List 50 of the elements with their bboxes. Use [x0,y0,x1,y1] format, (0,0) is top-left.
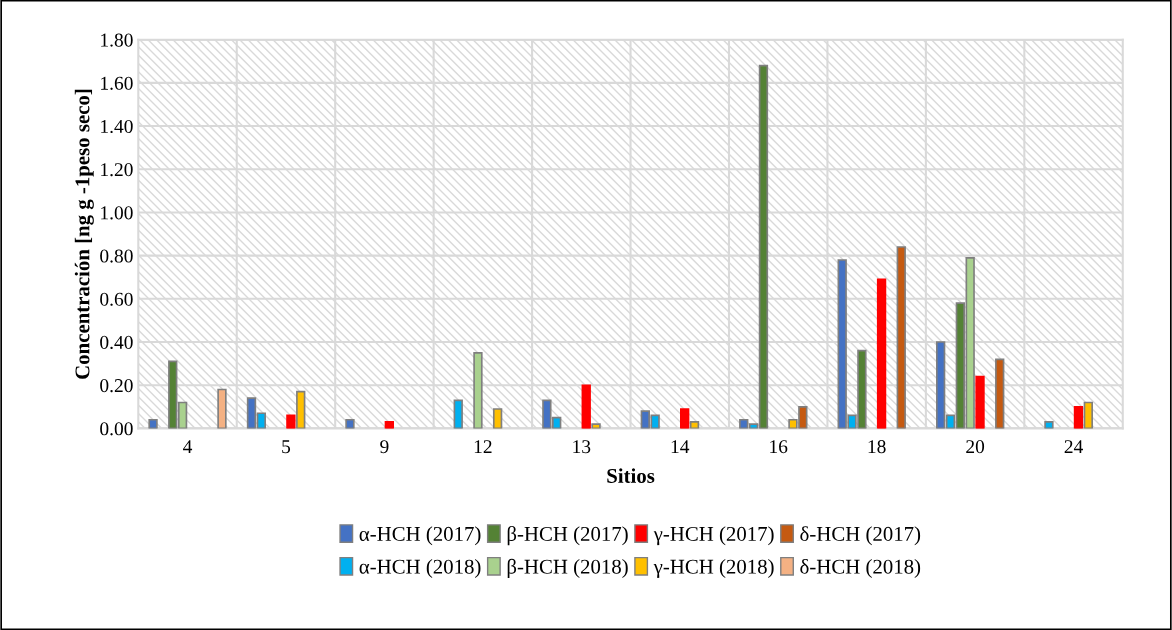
legend-label: β-HCH (2018) [507,558,628,578]
y-tick-label: 1.80 [101,33,133,47]
bar [453,399,463,429]
x-tick-label: 4 [183,440,193,453]
bar [680,408,690,429]
bar [1044,421,1054,429]
y-tick-label: 1.40 [101,119,133,134]
bar [384,421,395,429]
bar [591,423,601,429]
y-tick-label: 0.80 [100,249,133,263]
y-tick-label: 1.20 [101,163,133,177]
legend-label: β-HCH (2017) [507,526,628,546]
legend-label: γ-HCH (2017) [653,526,774,546]
y-tick-label: 0.40 [100,335,133,350]
x-tick-label: 5 [282,440,291,454]
bar [473,351,483,429]
x-tick-label: 20 [966,440,985,454]
x-tick-label: 24 [1064,440,1083,453]
x-tick-label: 16 [770,440,788,454]
legend-label: δ-HCH (2018) [800,558,921,578]
bar [876,278,887,429]
bar [296,390,306,429]
bar [492,408,503,429]
bar [896,246,906,429]
y-tick-label: 1.00 [101,206,133,220]
bar [975,375,985,429]
y-axis-title: Concentración [ng g -1peso seco] [74,89,94,379]
y-tick-label: 0.20 [100,379,133,393]
y-tick-label: 0.00 [100,422,133,436]
x-tick-label: 14 [671,440,690,453]
legend-label: α-HCH (2017) [359,526,481,546]
x-tick-label: 13 [573,440,591,454]
x-tick-label: 12 [474,440,492,453]
bar [217,388,227,429]
y-tick-label: 1.60 [101,76,133,90]
legend-label: δ-HCH (2017) [800,526,921,546]
bar [995,358,1005,429]
bar [286,414,296,429]
bar [345,418,355,429]
x-tick-label: 9 [380,440,389,454]
x-tick-label: 18 [868,440,886,454]
bar [581,384,591,429]
bar [1073,405,1084,429]
bar [689,421,700,429]
legend-label: γ-HCH (2018) [653,559,774,578]
bar [148,418,158,429]
bar [1083,401,1093,429]
y-tick-label: 0.60 [100,292,133,306]
legend-label: α-HCH (2018) [359,559,481,578]
x-axis-title: Sitios [607,468,655,483]
